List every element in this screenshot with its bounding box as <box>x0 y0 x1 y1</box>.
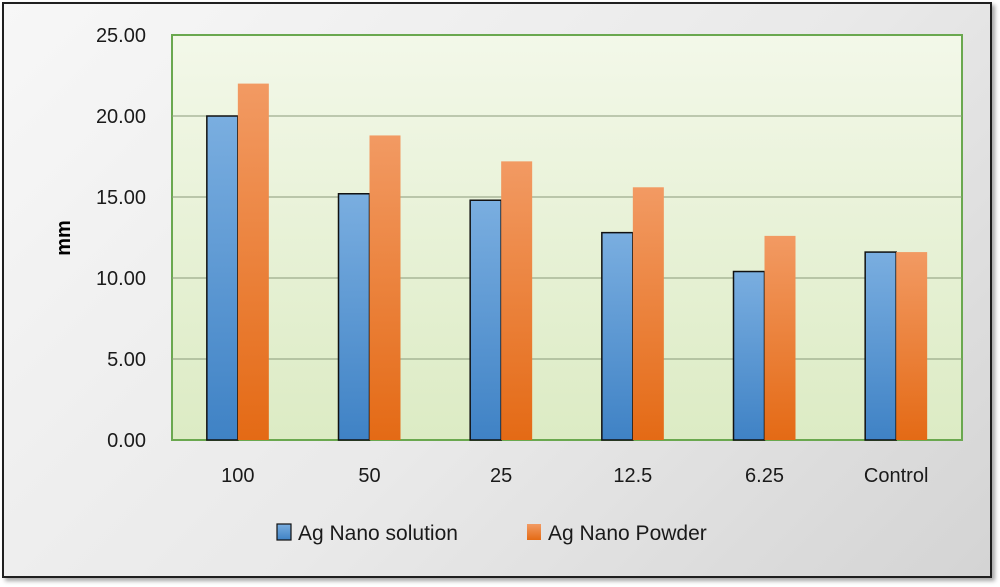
bar-ag-nano-powder <box>369 135 401 440</box>
y-tick-label: 5.00 <box>107 349 146 371</box>
y-tick-label: 20.00 <box>96 106 146 128</box>
bar-ag-nano-powder <box>237 83 269 440</box>
y-tick-label: 0.00 <box>107 430 146 452</box>
legend-swatch <box>276 523 292 541</box>
legend-label: Ag Nano solution <box>298 522 458 545</box>
bar-ag-nano-solution <box>337 193 371 441</box>
gridlines <box>172 115 962 441</box>
x-tick-label: 12.5 <box>613 465 652 487</box>
bar-ag-nano-solution <box>601 231 634 441</box>
x-tick-label: Control <box>864 465 928 487</box>
legend-label: Ag Nano Powder <box>548 522 707 545</box>
y-tick-label: 15.00 <box>96 187 146 209</box>
bar-ag-nano-powder <box>501 161 533 441</box>
legend: Ag Nano solution Ag Nano Powder <box>276 522 707 545</box>
plot-area <box>171 34 963 441</box>
bar-ag-nano-powder <box>632 187 664 440</box>
legend-swatch <box>527 524 541 540</box>
bar-ag-nano-solution <box>864 251 897 441</box>
bar-ag-nano-powder <box>764 235 796 440</box>
y-axis-label: mm <box>53 220 75 256</box>
bar-ag-nano-solution <box>206 115 239 441</box>
bar-ag-nano-solution <box>469 199 502 441</box>
x-tick-label: 6.25 <box>745 465 784 487</box>
bar-ag-nano-powder <box>896 252 928 440</box>
y-tick-label: 10.00 <box>96 268 146 290</box>
x-tick-label: 100 <box>221 465 254 487</box>
y-tick-label: 25.00 <box>96 25 146 47</box>
x-tick-label: 25 <box>490 465 512 487</box>
bar-ag-nano-solution <box>732 270 766 441</box>
x-tick-label: 50 <box>358 465 380 487</box>
bars <box>206 83 928 441</box>
x-axis-ticks: 100 50 25 12.5 6.25 Control <box>221 465 928 487</box>
y-axis-ticks: 0.00 5.00 10.00 15.00 20.00 25.00 <box>96 25 146 452</box>
